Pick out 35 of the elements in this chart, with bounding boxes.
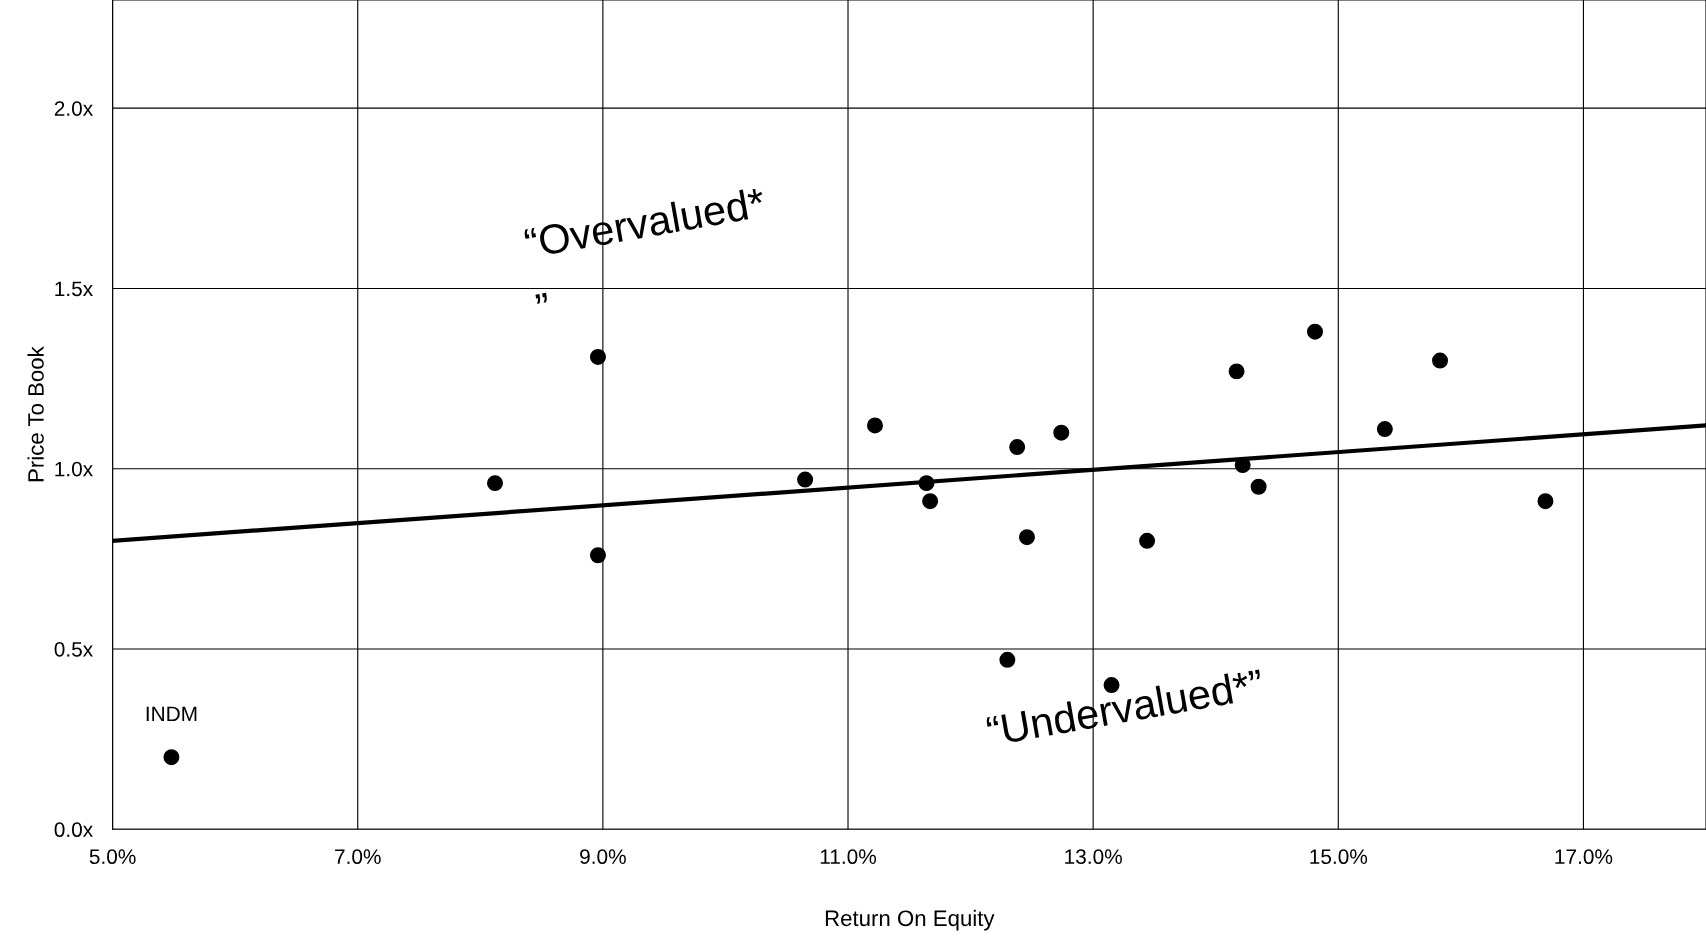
point: [1018, 529, 1035, 546]
x-axis-title: Return On Equity: [825, 909, 995, 931]
y-tick-label: 1.5x: [55, 281, 93, 297]
annotation: INDM: [146, 706, 197, 722]
point: [1009, 439, 1026, 456]
x-tick-label: 17.0%: [1555, 849, 1613, 865]
x-tick-label: 9.0%: [580, 849, 626, 865]
point: [1307, 323, 1323, 340]
point: [1376, 421, 1393, 438]
x-tick-label: 7.0%: [335, 849, 381, 865]
x-tick-label: 13.0%: [1065, 849, 1122, 865]
point: [163, 749, 180, 766]
y-tick-label: 0.5x: [54, 642, 93, 657]
x-tick-label: 5.0%: [89, 849, 136, 865]
point: [589, 348, 606, 365]
y-tick-label: 2.0x: [54, 101, 93, 116]
point: [797, 471, 814, 488]
y-axis-title: Price To Book: [27, 346, 44, 482]
point: [1228, 363, 1245, 380]
point: [487, 475, 503, 492]
point: [1537, 493, 1554, 510]
x-tick-label: 15.0%: [1310, 849, 1368, 865]
point: [922, 493, 939, 510]
point: [867, 417, 883, 434]
point: [1250, 478, 1267, 495]
y-tick-label: 1.0x: [55, 461, 93, 477]
y-tick-label: 0.0x: [54, 822, 93, 838]
point: [1432, 352, 1449, 369]
point: [918, 475, 935, 492]
point: [589, 547, 606, 564]
point: [1139, 532, 1156, 549]
x-tick-label: 11.0%: [820, 849, 877, 865]
annotation: “Overvalued* ”: [523, 186, 767, 304]
point: [1053, 424, 1070, 441]
point: [999, 651, 1016, 668]
